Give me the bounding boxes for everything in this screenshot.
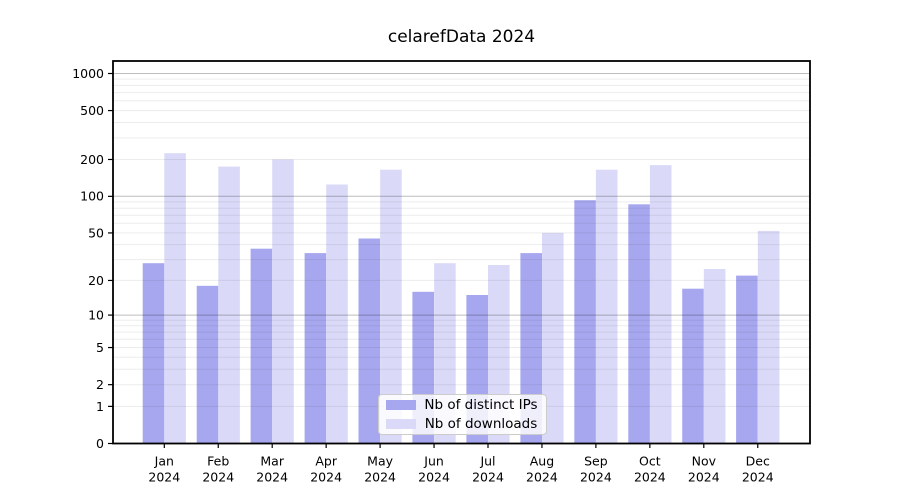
bar-downloads-jan: [164, 153, 186, 444]
bar-distinct-ips-mar: [250, 248, 273, 444]
bar-downloads-apr: [326, 184, 348, 444]
chart-title: celarefData 2024: [387, 27, 536, 47]
bar-distinct-ips-may: [358, 238, 381, 444]
bar-downloads-sep: [595, 169, 618, 444]
bar-distinct-ips-nov: [682, 288, 704, 444]
x-tick-label-mar: Mar 2024: [256, 454, 288, 485]
y-tick-label-500: 500: [80, 103, 104, 118]
x-tick-label-jul: Jul 2024: [472, 454, 504, 485]
bar-distinct-ips-sep: [574, 200, 596, 444]
x-tick-label-dec: Dec 2024: [742, 454, 774, 485]
x-tick-label-feb: Feb 2024: [202, 454, 234, 485]
x-tick-label-may: May 2024: [364, 454, 396, 485]
legend: Nb of distinct IPs Nb of downloads: [378, 394, 547, 435]
bar-downloads-mar: [272, 159, 294, 444]
x-tick-label-apr: Apr 2024: [310, 454, 342, 485]
bar-distinct-ips-oct: [628, 204, 650, 444]
legend-item-distinct-ips: Nb of distinct IPs: [386, 397, 538, 413]
legend-swatch-distinct-ips-icon: [386, 400, 416, 410]
y-tick-label-2: 2: [96, 377, 104, 392]
bar-downloads-nov: [703, 269, 726, 444]
legend-label-distinct-ips: Nb of distinct IPs: [424, 397, 538, 413]
bar-downloads-may: [380, 169, 402, 444]
bar-downloads-feb: [218, 166, 240, 444]
bar-downloads-oct: [649, 165, 672, 444]
bar-distinct-ips-jan: [142, 263, 165, 444]
y-tick-label-100: 100: [80, 189, 104, 204]
bar-distinct-ips-dec: [736, 275, 758, 444]
y-tick-label-5: 5: [96, 340, 104, 355]
y-tick-label-1000: 1000: [72, 66, 104, 81]
x-tick-label-jan: Jan 2024: [148, 454, 180, 485]
bar-distinct-ips-apr: [304, 253, 327, 444]
y-tick-label-10: 10: [88, 307, 104, 322]
x-tick-label-nov: Nov 2024: [688, 454, 720, 485]
y-tick-label-50: 50: [88, 225, 104, 240]
plot-border: [112, 60, 811, 445]
legend-item-downloads: Nb of downloads: [386, 416, 538, 432]
bar-distinct-ips-feb: [196, 285, 219, 444]
y-tick-label-0: 0: [96, 436, 104, 451]
legend-label-downloads: Nb of downloads: [424, 416, 538, 432]
x-tick-label-sep: Sep 2024: [580, 454, 612, 485]
x-tick-label-aug: Aug 2024: [526, 454, 558, 485]
x-tick-label-jun: Jun 2024: [418, 454, 450, 485]
x-tick-label-oct: Oct 2024: [634, 454, 666, 485]
legend-swatch-downloads-icon: [386, 419, 416, 429]
y-tick-label-1: 1: [96, 399, 104, 414]
y-tick-label-200: 200: [80, 152, 104, 167]
bar-downloads-aug: [542, 232, 564, 444]
y-tick-label-20: 20: [88, 273, 104, 288]
bar-downloads-dec: [757, 230, 780, 444]
